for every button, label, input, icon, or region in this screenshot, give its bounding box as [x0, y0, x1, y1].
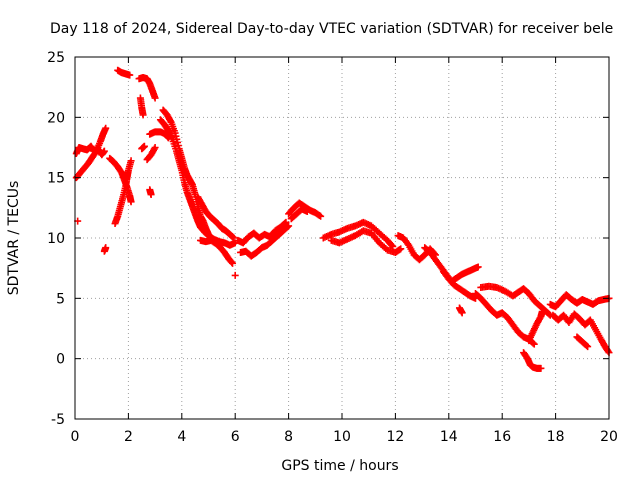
x-tick-label: 2: [124, 429, 133, 445]
data-point: [303, 207, 311, 215]
data-point: [584, 343, 592, 351]
data-series: [196, 236, 237, 267]
x-axis-label: GPS time / hours: [281, 458, 398, 474]
y-tick-label: 15: [47, 171, 65, 187]
data-series: [573, 333, 592, 351]
data-series: [237, 222, 293, 260]
data-point: [388, 241, 396, 249]
data-series: [327, 227, 405, 256]
y-tick-label: 5: [56, 291, 65, 307]
data-point: [100, 147, 108, 155]
data-point: [228, 258, 236, 266]
x-tick-label: 20: [600, 429, 618, 445]
x-tick-label: 18: [547, 429, 565, 445]
data-series: [114, 66, 134, 79]
data-series: [136, 94, 147, 119]
data-series: [146, 186, 155, 199]
data-point: [102, 244, 110, 252]
data-point: [530, 340, 538, 348]
data-series: [72, 142, 108, 159]
data-point: [285, 222, 293, 230]
x-tick-label: 6: [231, 429, 240, 445]
data-point: [151, 144, 159, 151]
x-tick-label: 10: [333, 429, 351, 445]
data-point: [139, 111, 147, 119]
x-tick-label: 16: [493, 429, 511, 445]
data-series: [287, 205, 311, 223]
data-point: [231, 271, 239, 279]
data-series: [234, 218, 290, 247]
data-point: [147, 191, 155, 199]
x-tick-label: 0: [71, 429, 80, 445]
data-point: [538, 308, 546, 316]
x-tick-label: 12: [386, 429, 404, 445]
data-point: [583, 342, 591, 350]
data-point: [151, 94, 159, 102]
y-axis-label: SDTVAR / TECUs: [6, 181, 22, 296]
x-tick-label: 4: [177, 429, 186, 445]
data-point: [166, 117, 174, 125]
chart-title: Day 118 of 2024, Sidereal Day-to-day VTE…: [50, 21, 613, 37]
data-point: [102, 124, 110, 132]
data-point: [171, 129, 179, 137]
x-tick-label: 14: [440, 429, 458, 445]
y-tick-label: 20: [47, 110, 65, 126]
data-points: [72, 66, 613, 372]
data-point: [537, 364, 545, 372]
data-point: [127, 198, 135, 206]
data-point: [474, 263, 482, 271]
data-point: [150, 145, 158, 153]
y-tick-label: 0: [56, 352, 65, 368]
data-series: [100, 244, 110, 255]
data-series: [143, 144, 159, 164]
data-series: [138, 142, 148, 153]
data-point: [126, 71, 134, 79]
data-series: [135, 74, 159, 102]
data-series: [472, 290, 538, 348]
data-series: [231, 271, 239, 279]
data-point: [140, 142, 148, 150]
data-point: [529, 339, 537, 347]
data-series: [546, 291, 613, 311]
data-series: [111, 157, 135, 228]
data-point: [229, 259, 237, 267]
data-series: [156, 116, 239, 249]
y-tick-label: 25: [47, 50, 65, 66]
data-series: [520, 349, 545, 372]
data-series: [319, 218, 397, 250]
axis-ticks: 0 2 4 6 8 10 12 14 16 18 20 -5 0 5 10 15 20 25: [47, 50, 618, 445]
grid: [75, 57, 609, 419]
data-point: [230, 234, 238, 242]
data-series: [525, 308, 546, 345]
x-tick-label: 8: [284, 429, 293, 445]
y-tick-label: -5: [51, 412, 65, 428]
data-point: [604, 347, 612, 355]
data-series: [194, 193, 238, 242]
data-point: [127, 157, 135, 165]
data-series: [549, 310, 613, 357]
data-point: [284, 223, 292, 231]
data-point: [397, 245, 405, 253]
data-point: [458, 309, 466, 317]
data-point: [317, 212, 325, 220]
y-tick-label: 10: [47, 231, 65, 247]
data-series: [455, 304, 466, 317]
data-point: [545, 310, 553, 318]
data-series: [477, 282, 554, 319]
data-series: [439, 268, 479, 302]
data-point: [174, 138, 182, 146]
